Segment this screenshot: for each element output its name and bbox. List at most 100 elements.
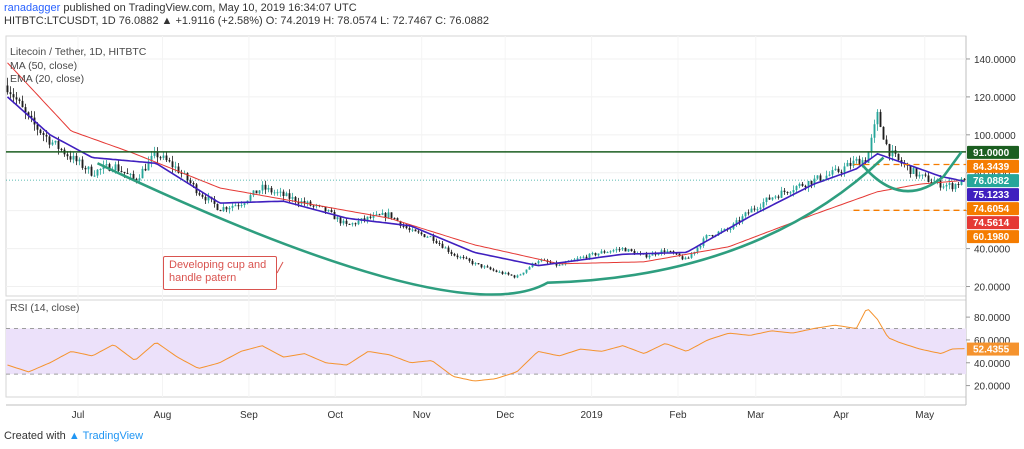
candle-body: [492, 269, 495, 271]
candle-body: [399, 221, 402, 226]
candle-body: [363, 218, 366, 221]
publish-header: ranadagger published on TradingView.com,…: [4, 2, 357, 14]
candle-body: [927, 175, 930, 182]
candle-body: [807, 180, 810, 188]
candle-body: [288, 193, 291, 199]
price-tag-bg: [967, 159, 1019, 173]
candle-body: [924, 174, 927, 176]
candle-body: [681, 256, 684, 260]
candle-body: [426, 236, 429, 238]
candle-body: [132, 173, 135, 179]
y-tick-label: 20.0000: [974, 283, 1011, 294]
candle-body: [453, 253, 456, 256]
candle-body: [603, 251, 606, 253]
candle-body: [678, 253, 681, 257]
y-tick-label: 140.0000: [974, 55, 1016, 66]
candle-body: [942, 186, 945, 188]
pattern-annotation: Developing cup and handle patern: [163, 256, 277, 290]
candle-body: [240, 205, 243, 207]
candle-body: [414, 229, 417, 232]
x-tick-label: 2019: [580, 410, 603, 421]
candle-body: [81, 159, 84, 168]
footer: Created with ▲ TradingView: [4, 430, 143, 442]
candle-body: [489, 267, 492, 270]
candle-body: [873, 124, 876, 138]
candle-body: [264, 184, 267, 190]
candle-body: [135, 178, 138, 181]
candle-body: [21, 100, 24, 108]
candle-body: [165, 155, 168, 161]
candle-body: [588, 253, 591, 259]
candle-body: [846, 162, 849, 167]
candle-body: [849, 162, 852, 166]
candle-body: [909, 165, 912, 174]
candle-body: [336, 217, 339, 220]
candle-body: [648, 255, 651, 258]
candle-body: [582, 256, 585, 258]
published-text: published on TradingView.com, May 10, 20…: [63, 2, 357, 14]
candle-body: [330, 210, 333, 212]
candle-body: [381, 212, 384, 215]
candle-body: [393, 217, 396, 219]
candle-body: [180, 172, 183, 174]
candle-body: [96, 169, 99, 176]
candle-body: [285, 193, 288, 196]
candle-body: [384, 212, 387, 218]
author-link[interactable]: ranadagger: [4, 2, 61, 14]
candle-body: [537, 261, 540, 264]
candle-body: [378, 214, 381, 216]
candle-body: [861, 160, 864, 166]
candle-body: [225, 207, 228, 210]
candle-body: [960, 178, 963, 185]
candle-body: [699, 245, 702, 248]
candle-body: [534, 263, 537, 265]
candle-body: [174, 166, 177, 168]
candle-body: [768, 197, 771, 200]
rsi-tag-bg: [967, 342, 1019, 356]
candle-body: [891, 150, 894, 157]
price-tag: 74.5614: [973, 218, 1010, 229]
price-tag-bg: [967, 202, 1019, 216]
legend-ema20: EMA (20, close): [10, 73, 85, 85]
candle-body: [795, 186, 798, 191]
candle-body: [372, 215, 375, 218]
candle-body: [249, 195, 252, 201]
candle-body: [207, 196, 210, 201]
candle-body: [645, 254, 648, 258]
candle-body: [105, 164, 108, 166]
candle-body: [30, 115, 33, 118]
candle-body: [711, 235, 714, 237]
x-tick-label: Jul: [72, 410, 85, 421]
candle-body: [258, 190, 261, 194]
candle-body: [954, 183, 957, 190]
candle-body: [72, 155, 75, 160]
candle-body: [498, 271, 501, 273]
candle-body: [825, 175, 828, 180]
candle-body: [888, 144, 891, 157]
candle-body: [765, 197, 768, 203]
candle-body: [468, 258, 471, 261]
candle-body: [138, 178, 141, 181]
candle-body: [45, 134, 48, 137]
candle-body: [801, 183, 804, 186]
footer-brand[interactable]: TradingView: [82, 430, 144, 442]
main-pane: [5, 35, 967, 297]
candle-body: [708, 235, 711, 237]
candle-body: [228, 207, 231, 210]
candle-body: [150, 155, 153, 162]
candle-body: [42, 133, 45, 135]
legend-rsi: RSI (14, close): [10, 302, 80, 314]
candle-body: [429, 236, 432, 238]
x-tick-label: Nov: [413, 410, 431, 421]
rsi-y-tick-label: 40.0000: [974, 359, 1011, 370]
candle-body: [477, 263, 480, 265]
candle-body: [324, 206, 327, 212]
candle-body: [66, 154, 69, 157]
candle-body: [273, 192, 276, 194]
candle-body: [339, 217, 342, 224]
candle-body: [27, 112, 30, 116]
x-tick-label: May: [915, 410, 934, 421]
candle-body: [306, 201, 309, 204]
y-tick-label: 120.0000: [974, 93, 1016, 104]
